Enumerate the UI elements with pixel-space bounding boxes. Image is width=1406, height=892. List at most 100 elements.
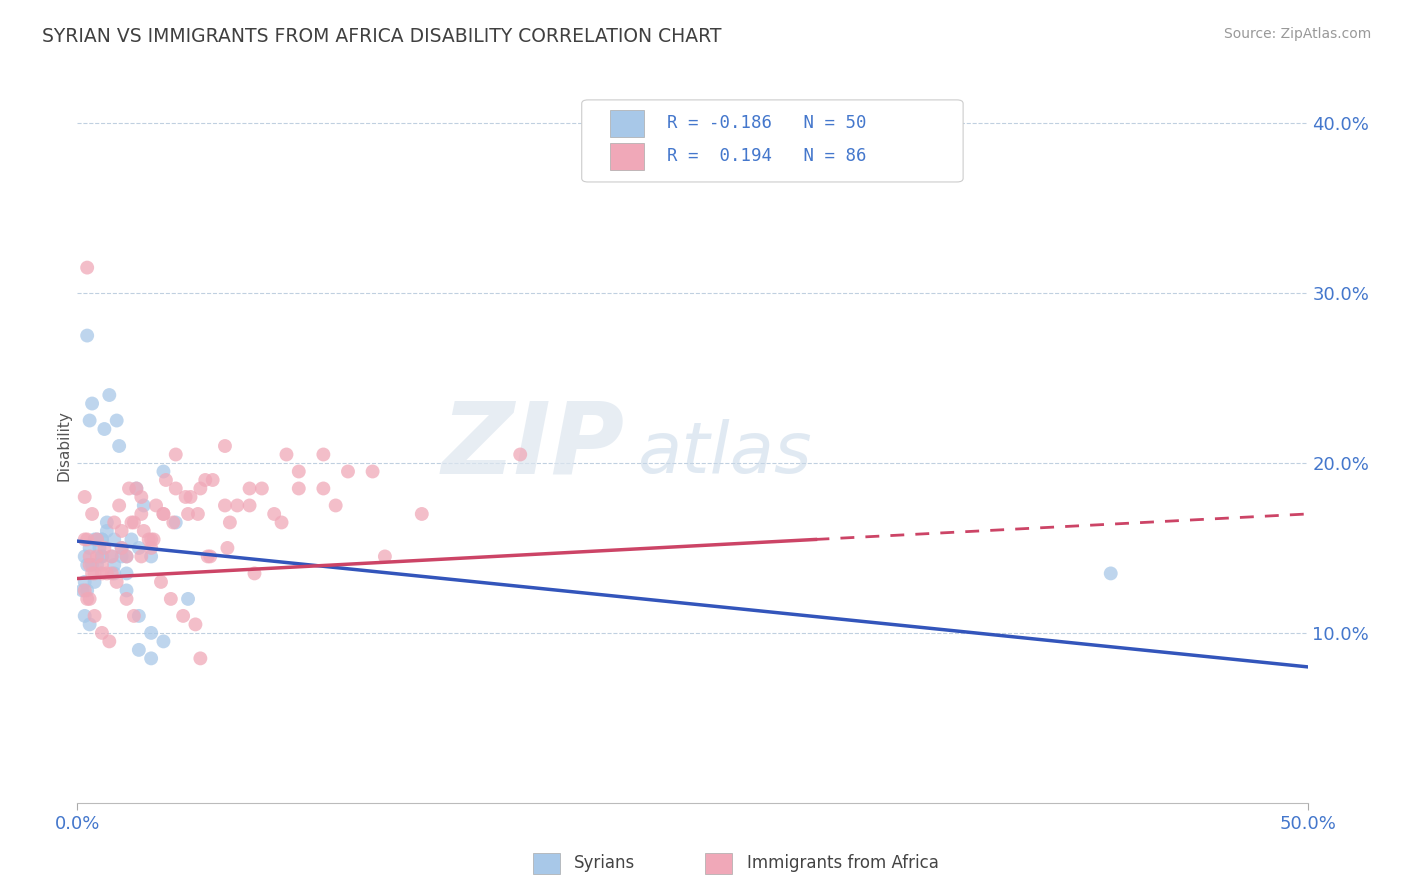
Point xyxy=(128,541,150,555)
Point xyxy=(312,448,335,462)
Point xyxy=(226,499,249,513)
Point xyxy=(96,524,118,538)
Point xyxy=(73,574,96,589)
FancyBboxPatch shape xyxy=(704,853,733,874)
Point xyxy=(288,465,311,479)
Point xyxy=(83,608,105,623)
Point xyxy=(174,490,197,504)
Point xyxy=(263,507,285,521)
Point xyxy=(86,533,108,547)
Point xyxy=(125,482,148,496)
Point xyxy=(142,533,165,547)
Point xyxy=(214,499,236,513)
Point xyxy=(83,533,105,547)
Point xyxy=(103,558,125,572)
Point xyxy=(90,533,114,547)
Point xyxy=(160,591,183,606)
Point xyxy=(108,439,131,453)
Point xyxy=(184,617,207,632)
Point xyxy=(90,533,114,547)
Point xyxy=(270,516,292,530)
Point xyxy=(128,643,150,657)
Point xyxy=(325,499,347,513)
Point xyxy=(239,499,262,513)
Point xyxy=(288,482,311,496)
Point xyxy=(79,591,101,606)
Text: Syrians: Syrians xyxy=(575,855,636,872)
Point xyxy=(509,448,531,462)
Point xyxy=(217,541,239,555)
Point xyxy=(122,608,145,623)
Y-axis label: Disability: Disability xyxy=(56,410,72,482)
Point xyxy=(115,566,138,581)
Point xyxy=(89,541,111,555)
Point xyxy=(98,634,121,648)
Point xyxy=(250,482,273,496)
Point xyxy=(90,566,114,581)
Point xyxy=(374,549,396,564)
Point xyxy=(98,388,121,402)
Point xyxy=(177,591,200,606)
Point xyxy=(70,583,93,598)
Point xyxy=(152,507,174,521)
Point xyxy=(79,549,101,564)
Point xyxy=(200,549,222,564)
Point xyxy=(180,490,202,504)
Point xyxy=(214,439,236,453)
Point xyxy=(103,516,125,530)
Point xyxy=(103,533,125,547)
Point xyxy=(138,533,160,547)
Point xyxy=(82,396,104,410)
Point xyxy=(121,516,143,530)
Point xyxy=(165,482,187,496)
Point xyxy=(90,626,114,640)
Point xyxy=(239,482,262,496)
Point xyxy=(118,482,141,496)
Point xyxy=(194,473,217,487)
Point xyxy=(73,490,96,504)
Text: ZIP: ZIP xyxy=(441,398,624,494)
Point xyxy=(82,558,104,572)
Point xyxy=(411,507,433,521)
Point xyxy=(111,541,132,555)
Point xyxy=(162,516,184,530)
Point xyxy=(152,634,174,648)
Point xyxy=(86,549,108,564)
Point xyxy=(76,260,98,275)
Point xyxy=(177,507,200,521)
Point xyxy=(96,516,118,530)
FancyBboxPatch shape xyxy=(582,100,963,182)
Point xyxy=(188,482,212,496)
Point xyxy=(188,651,212,665)
Point xyxy=(73,533,96,547)
Point xyxy=(128,608,150,623)
Point xyxy=(165,448,187,462)
Text: Source: ZipAtlas.com: Source: ZipAtlas.com xyxy=(1223,27,1371,41)
Point xyxy=(132,499,155,513)
Point xyxy=(129,549,153,564)
Point xyxy=(93,541,115,555)
Point xyxy=(276,448,298,462)
Point xyxy=(141,541,163,555)
Point xyxy=(145,499,167,513)
Point xyxy=(111,524,132,538)
Point xyxy=(155,473,177,487)
Point xyxy=(152,507,174,521)
Point xyxy=(150,574,173,589)
Point xyxy=(86,533,108,547)
Point xyxy=(187,507,209,521)
Point xyxy=(105,574,128,589)
Point xyxy=(201,473,224,487)
Point xyxy=(197,549,219,564)
Point xyxy=(132,524,155,538)
Point xyxy=(101,549,124,564)
Point xyxy=(103,566,125,581)
Point xyxy=(125,482,148,496)
Point xyxy=(73,549,96,564)
Point xyxy=(76,558,98,572)
Point xyxy=(105,413,128,427)
Point xyxy=(82,566,104,581)
Text: R = -0.186   N = 50: R = -0.186 N = 50 xyxy=(666,114,866,132)
Point xyxy=(79,558,101,572)
Text: atlas: atlas xyxy=(637,418,811,488)
